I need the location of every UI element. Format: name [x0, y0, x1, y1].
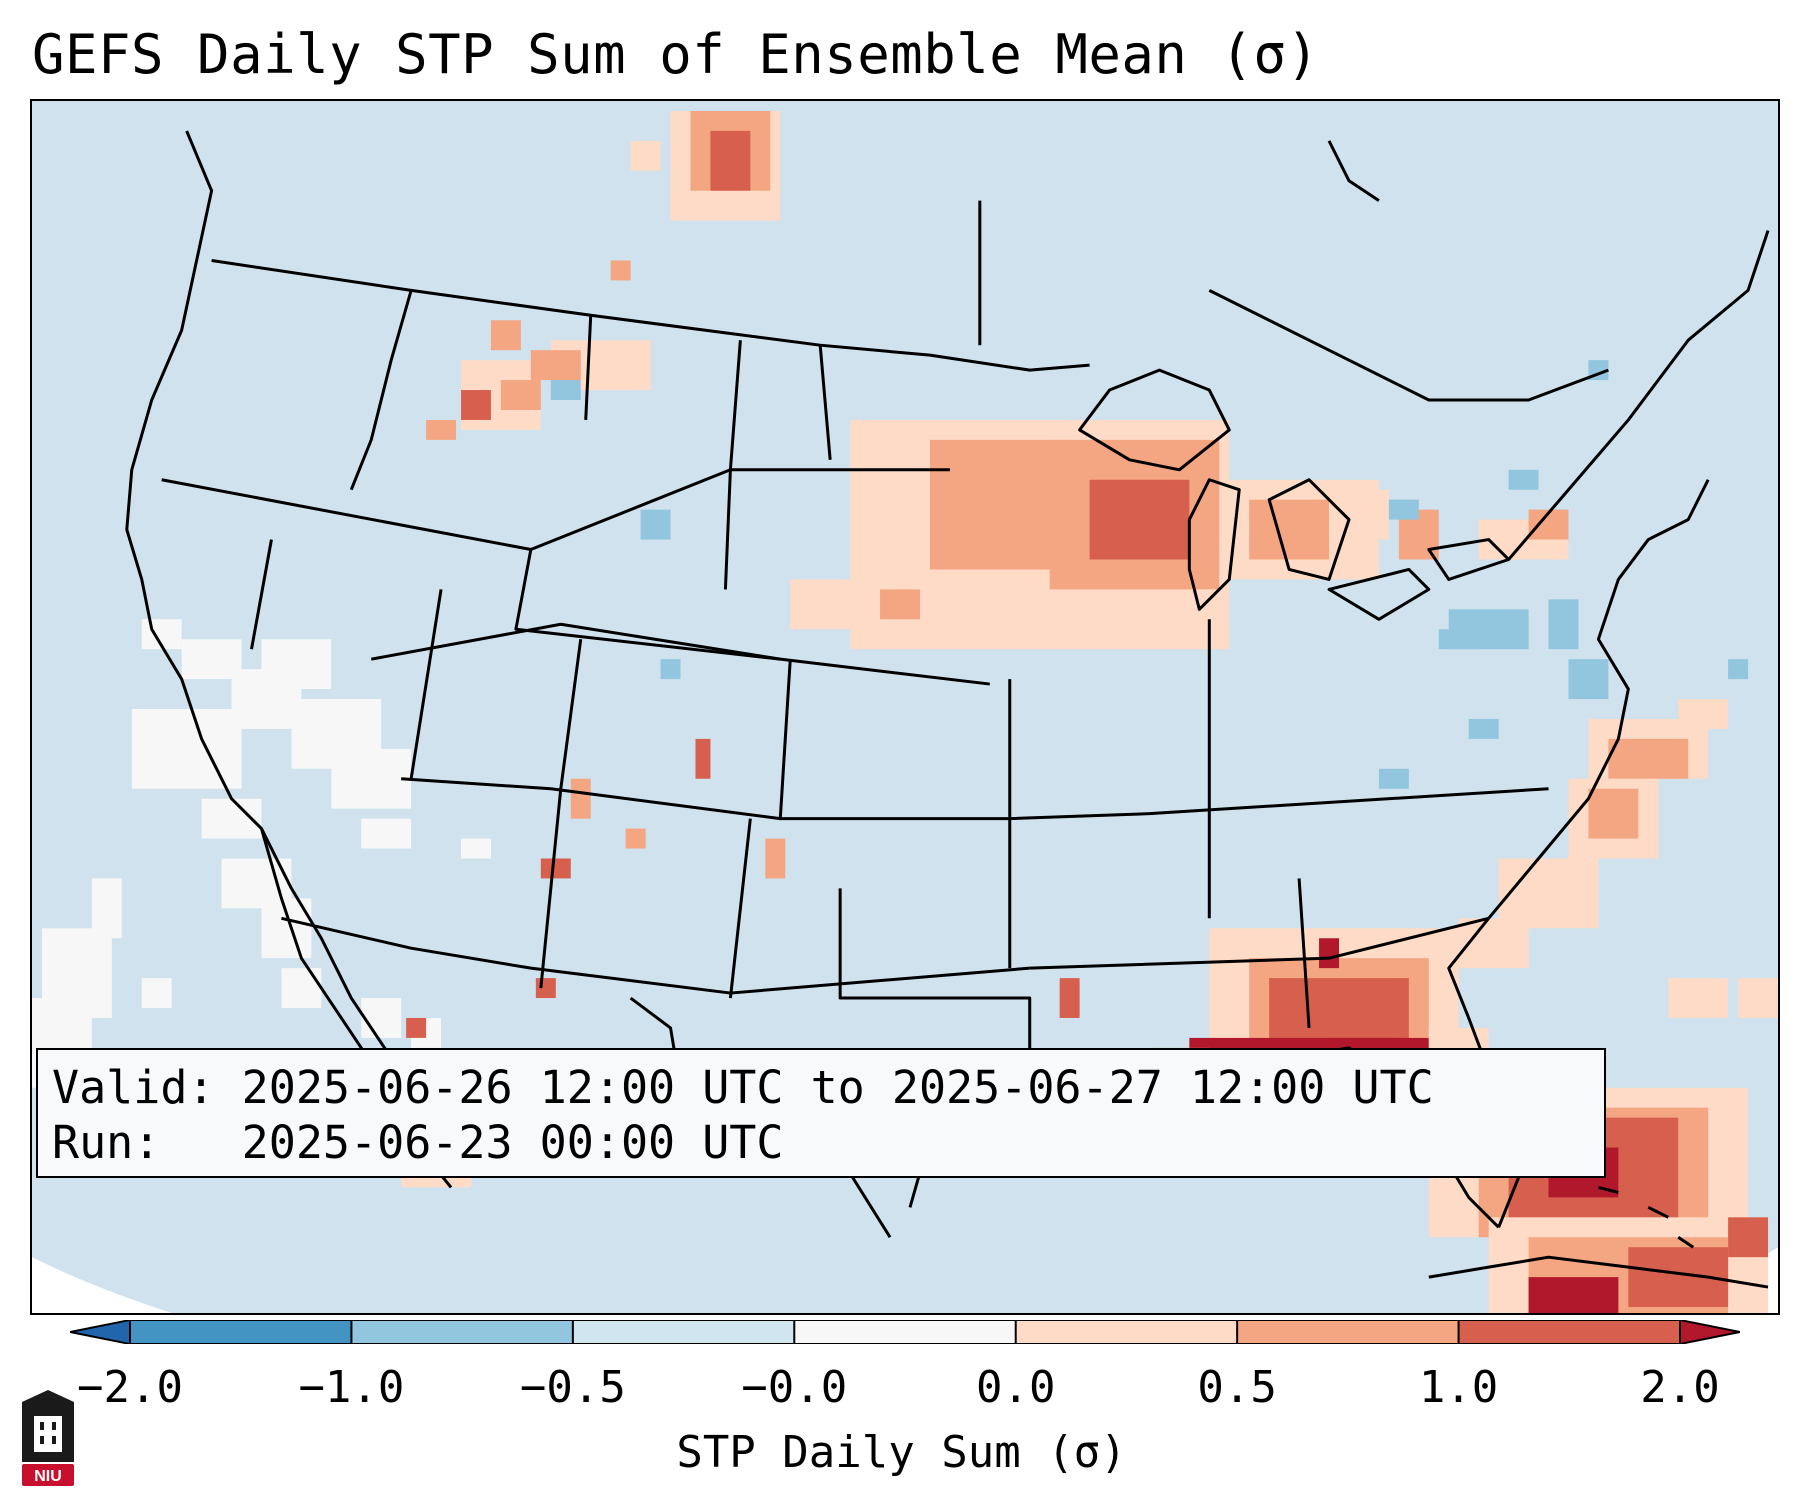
colorbar-bin: [1015, 1320, 1238, 1344]
colorbar-tick-label: −0.5: [519, 1362, 626, 1413]
colorbar-bin: [794, 1320, 1017, 1344]
colorbar-tick-label: 0.5: [1197, 1362, 1277, 1413]
colorbar-tick-label: 1.0: [1418, 1362, 1499, 1413]
colorbar-tick-label: 0.0: [975, 1362, 1056, 1413]
positive-isolated-cells: [535, 738, 1080, 1078]
colorbar-bin: [130, 1320, 352, 1344]
positive-patch-upper-midwest: [790, 419, 1569, 650]
valid-run-info-box: Valid: 2025-06-26 12:00 UTC to 2025-06-2…: [36, 1048, 1606, 1178]
positive-patch-north-plains: [426, 110, 781, 440]
colorbar-bin: [351, 1320, 574, 1344]
colorbar-tick-label: −2.0: [77, 1362, 183, 1413]
colorbar-bin: [1458, 1320, 1681, 1344]
university-shield-icon: NIU: [22, 1390, 74, 1486]
near-zero-patch-southwest: [32, 619, 491, 1128]
colorbar-bin: [572, 1320, 795, 1344]
boundary-lines: [125, 130, 1770, 1289]
colorbar-tick-label: 2.0: [1640, 1362, 1720, 1413]
colorbar-tick-label: −1.0: [298, 1362, 405, 1413]
map-title: GEFS Daily STP Sum of Ensemble Mean (σ): [32, 23, 1320, 86]
colorbar: [70, 1320, 1740, 1344]
colorbar-extend-max: [1680, 1320, 1740, 1344]
colorbar-label: STP Daily Sum (σ): [676, 1427, 1127, 1478]
run-time-line: Run: 2025-06-23 00:00 UTC: [52, 1116, 784, 1169]
projection-edge: [32, 1257, 172, 1313]
negative-patch-northeast: [550, 360, 1749, 789]
map-canvas: [32, 110, 1778, 1313]
colorbar-extend-min: [70, 1320, 130, 1344]
valid-time-line: Valid: 2025-06-26 12:00 UTC to 2025-06-2…: [52, 1061, 1434, 1114]
colorbar-tick-label: −0.0: [741, 1362, 848, 1413]
logo-text: NIU: [34, 1468, 62, 1485]
colorbar-bin: [1237, 1320, 1460, 1344]
positive-patch-atlantic: [1458, 699, 1729, 1018]
